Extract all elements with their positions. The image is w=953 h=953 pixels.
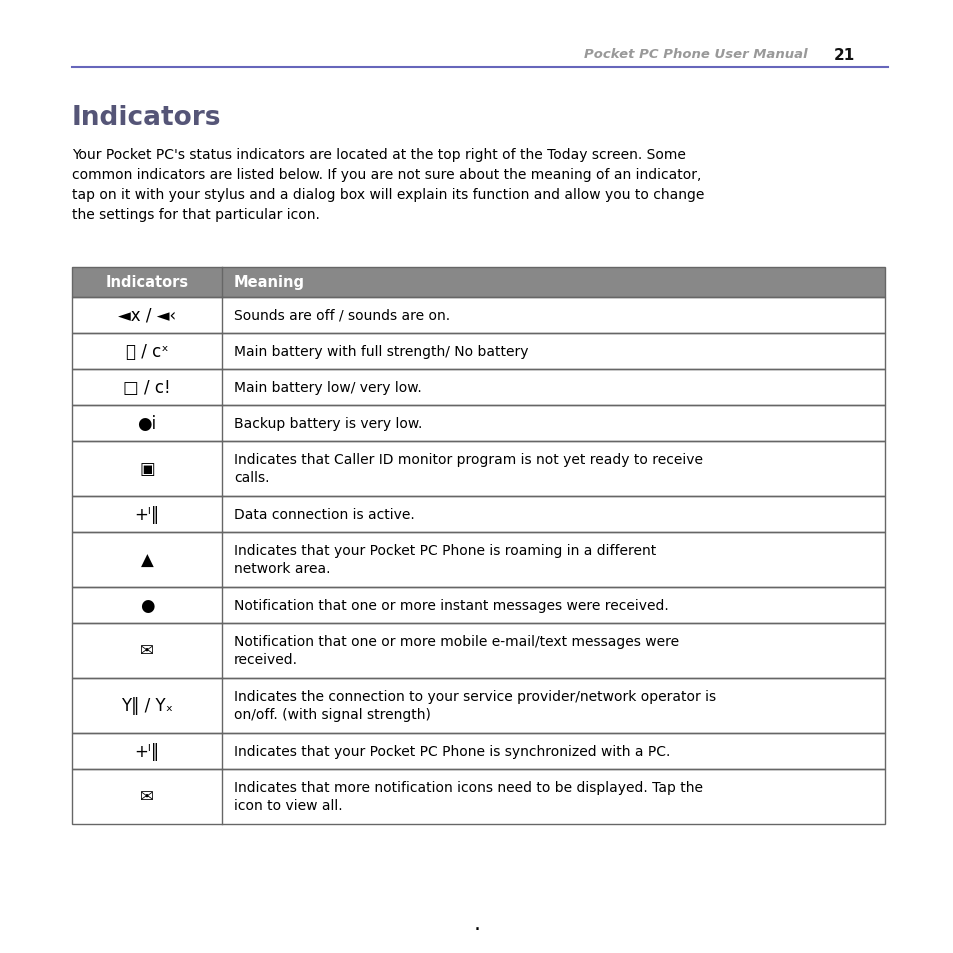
Bar: [71, 587, 884, 623]
Text: Indicators: Indicators: [71, 105, 221, 131]
Text: ⌹ / cˣ: ⌹ / cˣ: [126, 343, 168, 360]
Text: ✉: ✉: [140, 641, 153, 659]
Bar: [71, 297, 884, 334]
Text: Indicates that your Pocket PC Phone is roaming in a different: Indicates that your Pocket PC Phone is r…: [233, 544, 656, 558]
Text: 21: 21: [833, 48, 854, 63]
Text: Main battery low/ very low.: Main battery low/ very low.: [233, 380, 421, 395]
Text: ▣: ▣: [139, 460, 154, 478]
Bar: [71, 334, 884, 370]
Text: ✉: ✉: [140, 788, 153, 805]
Bar: [71, 623, 884, 679]
Text: Y‖ / Yₓ: Y‖ / Yₓ: [121, 697, 172, 715]
Bar: [71, 334, 884, 370]
Bar: [71, 441, 884, 497]
Bar: [71, 623, 884, 679]
Text: Backup battery is very low.: Backup battery is very low.: [233, 416, 422, 431]
Bar: [71, 533, 884, 587]
Text: Indicates that more notification icons need to be displayed. Tap the: Indicates that more notification icons n…: [233, 781, 702, 795]
Bar: [71, 497, 884, 533]
Text: calls.: calls.: [233, 471, 269, 485]
Bar: [71, 679, 884, 733]
Bar: [71, 406, 884, 441]
Text: Notification that one or more instant messages were received.: Notification that one or more instant me…: [233, 598, 668, 613]
Bar: [71, 497, 884, 533]
Bar: [71, 733, 884, 769]
Bar: [71, 370, 884, 406]
Bar: [71, 370, 884, 406]
Bar: [71, 587, 884, 623]
Text: +ᴵ‖: +ᴵ‖: [134, 505, 159, 523]
Bar: [71, 533, 884, 587]
Bar: [71, 679, 884, 733]
Bar: [71, 769, 884, 824]
Text: common indicators are listed below. If you are not sure about the meaning of an : common indicators are listed below. If y…: [71, 168, 700, 182]
Text: Main battery with full strength/ No battery: Main battery with full strength/ No batt…: [233, 345, 528, 358]
Text: ·: ·: [473, 919, 480, 939]
Text: ▲: ▲: [140, 551, 153, 569]
Text: tap on it with your stylus and a dialog box will explain its function and allow : tap on it with your stylus and a dialog …: [71, 188, 703, 202]
Text: Indicators: Indicators: [106, 275, 189, 291]
Text: Pocket PC Phone User Manual: Pocket PC Phone User Manual: [584, 49, 807, 61]
Text: the settings for that particular icon.: the settings for that particular icon.: [71, 208, 319, 222]
Text: Data connection is active.: Data connection is active.: [233, 507, 415, 521]
Text: Indicates that your Pocket PC Phone is synchronized with a PC.: Indicates that your Pocket PC Phone is s…: [233, 744, 670, 759]
Text: Your Pocket PC's status indicators are located at the top right of the Today scr: Your Pocket PC's status indicators are l…: [71, 148, 685, 162]
Bar: [71, 268, 884, 297]
Text: Indicates that Caller ID monitor program is not yet ready to receive: Indicates that Caller ID monitor program…: [233, 453, 702, 467]
Text: ●i: ●i: [137, 415, 156, 433]
Text: Sounds are off / sounds are on.: Sounds are off / sounds are on.: [233, 309, 450, 323]
Bar: [71, 268, 884, 297]
Text: network area.: network area.: [233, 562, 330, 576]
Text: icon to view all.: icon to view all.: [233, 799, 342, 813]
Text: ●: ●: [139, 597, 154, 615]
Text: □ / c!: □ / c!: [123, 378, 171, 396]
Text: Notification that one or more mobile e-mail/text messages were: Notification that one or more mobile e-m…: [233, 635, 679, 649]
Text: Meaning: Meaning: [233, 275, 305, 291]
Text: received.: received.: [233, 653, 297, 667]
Bar: [71, 297, 884, 334]
Bar: [71, 406, 884, 441]
Bar: [71, 769, 884, 824]
Bar: [71, 733, 884, 769]
Text: +ᴵ‖: +ᴵ‖: [134, 742, 159, 760]
Text: on/off. (with signal strength): on/off. (with signal strength): [233, 708, 431, 721]
Bar: [71, 441, 884, 497]
Text: Indicates the connection to your service provider/network operator is: Indicates the connection to your service…: [233, 690, 716, 703]
Text: ◄x / ◄‹: ◄x / ◄‹: [118, 307, 176, 325]
